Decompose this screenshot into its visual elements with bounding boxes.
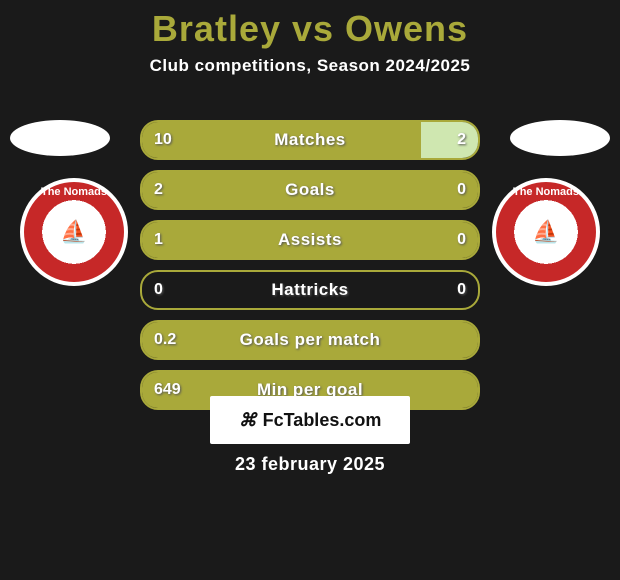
bar-value-left: 2 bbox=[154, 172, 163, 208]
club-badge-left: The Nomads ⛵ bbox=[20, 178, 128, 286]
bar-value-left: 10 bbox=[154, 122, 172, 158]
bar-value-left: 0 bbox=[154, 272, 163, 308]
club-badge-right: The Nomads ⛵ bbox=[492, 178, 600, 286]
brand-text: FcTables.com bbox=[263, 410, 382, 431]
badge-arc-text-right: The Nomads bbox=[496, 186, 596, 198]
bar-label: Assists bbox=[142, 222, 478, 258]
bar-label: Goals bbox=[142, 172, 478, 208]
badge-arc-text-left: The Nomads bbox=[24, 186, 124, 198]
player-head-right bbox=[510, 120, 610, 156]
bar-value-left: 0.2 bbox=[154, 322, 176, 358]
bar-value-left: 649 bbox=[154, 372, 181, 408]
bar-label: Goals per match bbox=[142, 322, 478, 358]
stat-row: Goals2 0 bbox=[140, 170, 480, 210]
bar-value-left: 1 bbox=[154, 222, 163, 258]
page-title: Bratley vs Owens bbox=[0, 0, 620, 50]
stat-row: Matches10 2 bbox=[140, 120, 480, 160]
date-text: 23 february 2025 bbox=[0, 454, 620, 475]
container: Bratley vs Owens Club competitions, Seas… bbox=[0, 0, 620, 580]
bars-region: Matches102Goals20Assists10Hattricks00Goa… bbox=[140, 120, 480, 420]
bar-value-right: 2 bbox=[457, 122, 466, 158]
bar-value-right: 0 bbox=[457, 172, 466, 208]
brand-box[interactable]: ⌘ FcTables.com bbox=[210, 396, 410, 444]
stat-row: Assists1 0 bbox=[140, 220, 480, 260]
stat-row: Goals per match0.2 bbox=[140, 320, 480, 360]
stat-row: Hattricks0 0 bbox=[140, 270, 480, 310]
bar-value-right: 0 bbox=[457, 222, 466, 258]
player-head-left bbox=[10, 120, 110, 156]
bar-label: Hattricks bbox=[142, 272, 478, 308]
bar-value-right: 0 bbox=[457, 272, 466, 308]
ship-icon: ⛵ bbox=[522, 208, 570, 256]
page-subtitle: Club competitions, Season 2024/2025 bbox=[0, 56, 620, 76]
brand-icon: ⌘ bbox=[239, 410, 257, 431]
bar-label: Matches bbox=[142, 122, 478, 158]
ship-icon: ⛵ bbox=[50, 208, 98, 256]
